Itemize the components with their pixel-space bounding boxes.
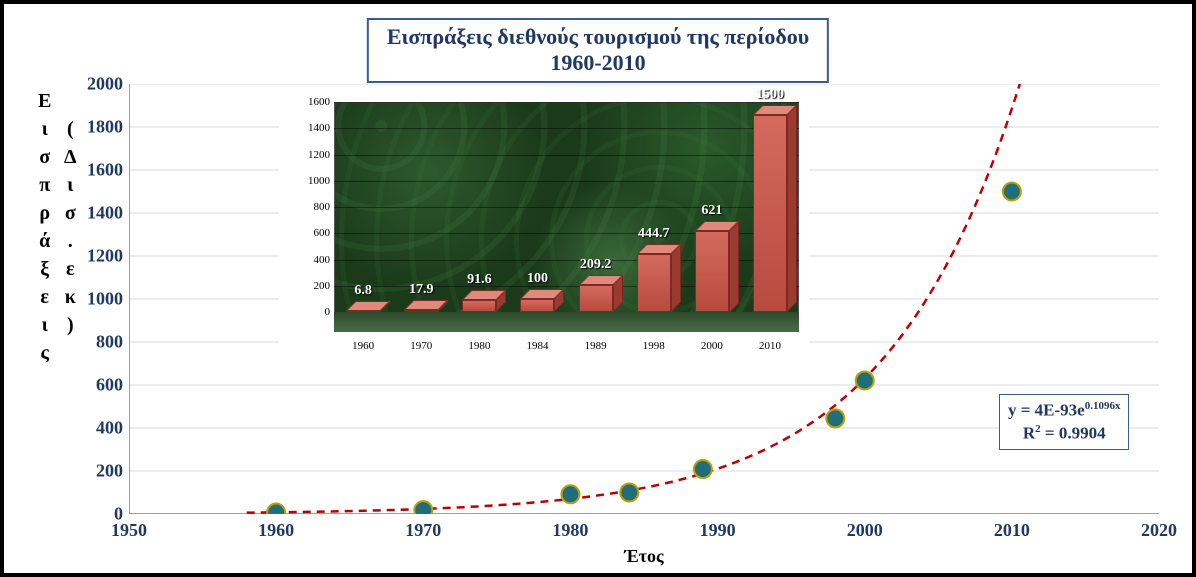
inset-y-tick-label: 1600 — [308, 96, 330, 108]
inset-bar: 444.7 — [637, 254, 671, 312]
scatter-plot-area: Έτος y = 4E-93e0.1096x R2 = 0.9904 Αφίξε… — [129, 84, 1159, 514]
inset-x-tick-label: 1960 — [352, 340, 374, 352]
inset-bar: 91.6 — [462, 300, 496, 312]
inset-y-tick-label: 1200 — [308, 149, 330, 161]
y-axis-label-main: Εισπράξεις — [38, 88, 51, 368]
inset-y-tick-label: 200 — [314, 280, 331, 292]
x-axis-title: Έτος — [624, 546, 663, 567]
chart-title-box: Εισπράξεις διεθνούς τουρισμού της περίοδ… — [367, 18, 829, 83]
inset-plot-area: 020040060080010001200140016006.8196017.9… — [334, 102, 799, 332]
y-axis-letter: ρ — [38, 200, 51, 228]
inset-bar-chart: Αφίξεις τουριστών στην Ευρώπη 0200400600… — [279, 94, 809, 364]
y-axis-letter: ε — [38, 284, 51, 312]
inset-bar-value-label: 1500 — [756, 87, 784, 103]
inset-bar-value-label: 17.9 — [409, 282, 434, 298]
inset-x-tick-label: 1984 — [526, 340, 548, 352]
y-tick-label: 1400 — [87, 203, 123, 224]
y-axis-unit-letter: Δ — [64, 144, 77, 172]
y-tick-label: 2000 — [87, 74, 123, 95]
y-axis-unit-letter: κ — [64, 284, 77, 312]
x-tick-label: 2010 — [994, 520, 1030, 541]
y-tick-label: 400 — [96, 418, 123, 439]
inset-x-tick-label: 2010 — [759, 340, 781, 352]
r-squared-text: R2 = 0.9904 — [1008, 422, 1120, 445]
inset-bar-value-label: 621 — [701, 203, 722, 219]
y-axis-unit-letter: ι — [64, 172, 77, 200]
inset-y-tick-label: 800 — [314, 201, 331, 213]
y-axis-letter: ι — [38, 116, 51, 144]
inset-x-tick-label: 1998 — [643, 340, 665, 352]
y-tick-label: 800 — [96, 332, 123, 353]
y-axis-letter: ς — [38, 340, 51, 368]
y-axis-letter: σ — [38, 144, 51, 172]
inset-bar: 621 — [695, 231, 729, 313]
inset-bar: 100 — [520, 299, 554, 312]
x-tick-label: 1970 — [405, 520, 441, 541]
y-tick-label: 1200 — [87, 246, 123, 267]
inset-bar-value-label: 91.6 — [467, 272, 492, 288]
y-axis-letter: π — [38, 172, 51, 200]
inset-y-tick-label: 0 — [325, 306, 331, 318]
x-tick-label: 1950 — [111, 520, 147, 541]
y-axis-letter: ξ — [38, 256, 51, 284]
y-axis-unit-letter: ( — [64, 116, 77, 144]
y-axis-letter: ά — [38, 228, 51, 256]
trendline-equation-box: y = 4E-93e0.1096x R2 = 0.9904 — [999, 394, 1129, 450]
y-axis-unit-letter: . — [64, 228, 77, 256]
x-tick-label: 1990 — [700, 520, 736, 541]
inset-bar: 1500 — [753, 115, 787, 312]
y-axis-label-unit: (Δισ.εκ) — [64, 116, 77, 340]
y-tick-label: 1800 — [87, 117, 123, 138]
chart-title-line2: 1960-2010 — [387, 50, 809, 76]
y-tick-label: 1000 — [87, 289, 123, 310]
x-tick-label: 2000 — [847, 520, 883, 541]
chart-frame: Εισπράξεις διεθνούς τουρισμού της περίοδ… — [0, 0, 1196, 577]
x-tick-label: 1980 — [552, 520, 588, 541]
x-tick-label: 2020 — [1141, 520, 1177, 541]
inset-y-tick-label: 400 — [314, 254, 331, 266]
inset-y-tick-label: 1000 — [308, 175, 330, 187]
inset-y-tick-label: 600 — [314, 227, 331, 239]
inset-bar-value-label: 6.8 — [354, 283, 372, 299]
y-axis-letter: Ε — [38, 88, 51, 116]
inset-x-tick-label: 1980 — [468, 340, 490, 352]
y-axis-unit-letter: σ — [64, 200, 77, 228]
inset-bar-value-label: 100 — [527, 271, 548, 287]
inset-bar-value-label: 444.7 — [638, 226, 670, 242]
inset-bar: 17.9 — [404, 310, 438, 312]
equation-text: y = 4E-93e0.1096x — [1008, 399, 1120, 422]
y-axis-letter: ι — [38, 312, 51, 340]
inset-x-tick-label: 1989 — [585, 340, 607, 352]
inset-bar-value-label: 209.2 — [580, 257, 612, 273]
inset-x-tick-label: 2000 — [701, 340, 723, 352]
inset-bar: 209.2 — [579, 285, 613, 312]
y-tick-label: 200 — [96, 461, 123, 482]
y-axis-unit-letter: ) — [64, 312, 77, 340]
inset-y-tick-label: 1400 — [308, 122, 330, 134]
chart-title-line1: Εισπράξεις διεθνούς τουρισμού της περίοδ… — [387, 24, 809, 50]
x-tick-label: 1960 — [258, 520, 294, 541]
y-tick-label: 600 — [96, 375, 123, 396]
y-axis-unit-letter: ε — [64, 256, 77, 284]
inset-x-tick-label: 1970 — [410, 340, 432, 352]
inset-bar: 6.8 — [346, 311, 380, 312]
y-tick-label: 1600 — [87, 160, 123, 181]
